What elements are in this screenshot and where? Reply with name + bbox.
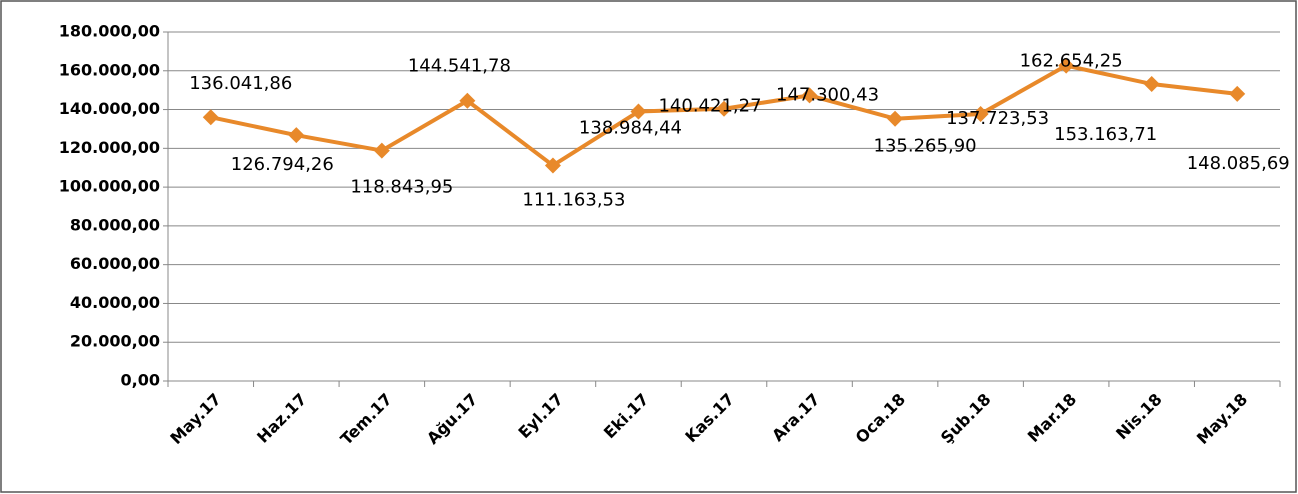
marker	[887, 110, 904, 127]
y-tick-label: 160.000,00	[59, 60, 160, 79]
data-label: 136.041,86	[189, 73, 292, 94]
data-label: 126.794,26	[231, 154, 334, 175]
marker	[459, 92, 476, 109]
data-label: 118.843,95	[350, 177, 453, 198]
data-label: 144.541,78	[408, 56, 511, 77]
marker	[716, 100, 732, 117]
data-label: 162.654,25	[1020, 51, 1123, 72]
data-label: 147.300,43	[776, 84, 879, 105]
y-tick-label: 40.000,00	[70, 293, 160, 312]
y-tick-label: 0,00	[121, 371, 160, 390]
data-label: 148.085,69	[1187, 153, 1290, 174]
marker	[801, 87, 818, 104]
y-tick-label: 100.000,00	[59, 177, 160, 196]
marker	[202, 109, 219, 126]
marker	[1143, 76, 1160, 93]
marker	[972, 105, 989, 122]
data-label: 111.163,53	[522, 189, 625, 210]
marker	[1058, 57, 1075, 74]
y-tick-label: 80.000,00	[70, 215, 160, 234]
marker	[544, 157, 561, 174]
data-label: 135.265,90	[874, 136, 977, 157]
y-tick-label: 20.000,00	[70, 332, 160, 351]
data-label: 153.163,71	[1054, 124, 1157, 145]
y-tick-label: 120.000,00	[59, 138, 160, 157]
data-label: 140.421,27	[658, 96, 761, 117]
marker	[1229, 85, 1246, 102]
data-label: 138.984,44	[579, 118, 682, 139]
marker	[288, 127, 305, 144]
y-tick-label: 180.000,00	[59, 22, 160, 41]
marker	[630, 103, 647, 120]
data-label: 137.723,53	[946, 108, 1049, 129]
marker	[373, 142, 390, 159]
y-tick-label: 60.000,00	[70, 254, 160, 273]
y-tick-label: 140.000,00	[59, 99, 160, 118]
